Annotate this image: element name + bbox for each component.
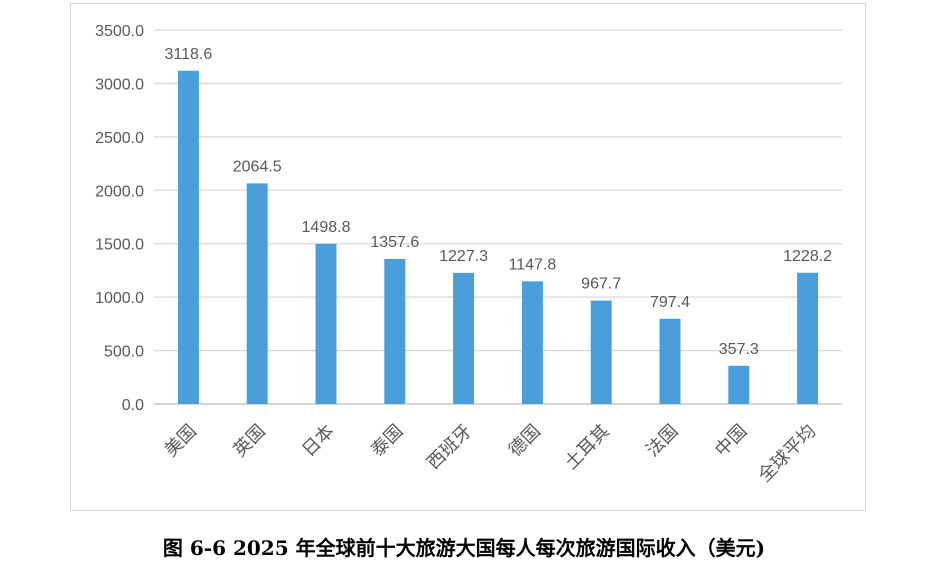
y-tick-label: 2000.0 [95,183,144,200]
y-tick-label: 1500.0 [95,237,144,254]
y-tick-label: 3000.0 [95,76,144,93]
y-tick-label: 1000.0 [95,290,144,307]
bar [728,365,750,404]
data-label: 1147.8 [509,256,557,273]
category-label: 全球平均 [754,421,820,487]
bar [590,300,612,404]
category-label: 德国 [505,421,545,461]
bar [246,183,268,404]
bar-chart: 0.0 500.0 1000.0 1500.0 2000.0 2500.0 3000.0 35… [95,23,842,487]
category-label: 泰国 [367,421,407,461]
bar [659,318,681,404]
data-label: 1357.6 [370,234,419,251]
data-label: 797.4 [650,294,690,311]
bar [797,272,819,404]
data-label: 2064.5 [233,158,282,175]
category-label: 西班牙 [423,421,476,474]
y-tick-label: 2500.0 [95,130,144,147]
data-label: 1228.2 [783,248,832,265]
bar [177,70,199,405]
category-label: 土耳其 [561,421,614,474]
bar [315,243,337,404]
category-label: 中国 [711,421,751,461]
chart-frame [70,3,866,511]
figure-caption: 图 6-6 2025 年全球前十大旅游大国每人每次旅游国际收入（美元) [162,536,766,560]
data-label: 1227.3 [439,248,488,265]
category-label: 美国 [161,421,201,461]
bar [453,272,475,404]
y-tick-label: 3500.0 [95,23,144,40]
bar [384,258,406,404]
bar [521,281,543,404]
y-tick-label: 0.0 [122,397,144,414]
data-label: 967.7 [581,276,621,293]
category-label: 法国 [642,421,682,461]
data-label: 1498.8 [302,219,351,236]
data-label: 357.3 [719,341,759,358]
category-label: 英国 [229,421,269,461]
y-tick-label: 500.0 [104,344,144,361]
data-label: 3118.6 [165,46,213,63]
category-label: 日本 [298,421,338,461]
